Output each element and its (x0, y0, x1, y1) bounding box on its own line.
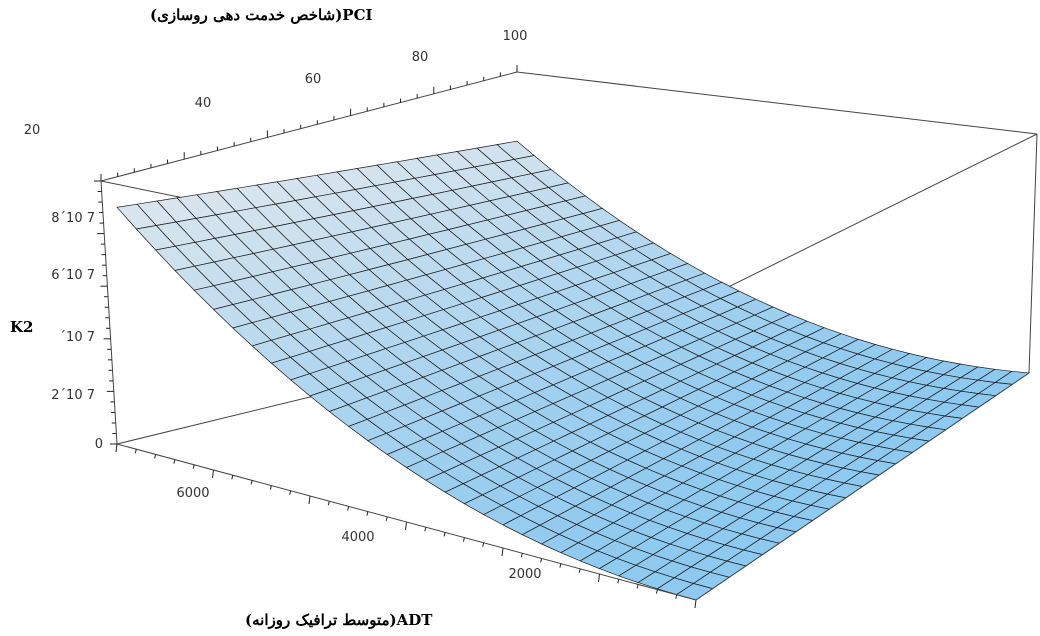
x-tick-mark (250, 480, 253, 485)
x-tick-mark (173, 459, 176, 464)
x-tick-label: 4000 (341, 530, 374, 545)
x-tick-mark (154, 454, 157, 459)
x-tick-mark (115, 443, 118, 453)
z-tick-labels: 0 2´10 7 ´10 7 6´10 7 8´10 7 (51, 211, 103, 452)
x-tick-mark (269, 485, 272, 490)
box-edge (1028, 133, 1038, 374)
x-tick-mark (134, 449, 137, 454)
y-tick-label: 80 (412, 50, 429, 65)
y-tick-label: 40 (195, 96, 212, 111)
surface-mesh (116, 140, 1030, 601)
box-edge (100, 71, 518, 182)
x-tick-mark (289, 490, 292, 495)
x-tick-mark (366, 511, 369, 516)
x-tick-mark (520, 553, 523, 558)
x-tick-mark (578, 568, 581, 573)
x-tick-mark (636, 584, 639, 589)
x-tick-mark (598, 573, 600, 583)
x-tick-mark (424, 527, 427, 532)
y-tick-labels: 20 40 60 80 100 (24, 29, 528, 138)
z-tick-label: 6´10 7 (51, 268, 95, 283)
z-tick-label: 8´10 7 (51, 211, 95, 226)
x-tick-mark (540, 558, 543, 563)
x-tick-mark (482, 542, 485, 547)
x-tick-mark (443, 532, 446, 537)
x-tick-mark (462, 537, 465, 542)
box-edge (516, 71, 1038, 135)
x-tick-mark (231, 475, 234, 480)
x-tick-mark (655, 589, 658, 594)
y-tick-label: 100 (503, 29, 528, 44)
z-tick-label: 2´10 7 (51, 388, 95, 403)
z-tick-label: ´10 7 (60, 330, 95, 345)
x-axis-title: (متوسط ترافیک روزانه)ADT (245, 611, 433, 629)
x-tick-mark (694, 599, 697, 609)
x-tick-mark (405, 521, 407, 531)
x-tick-mark (501, 547, 504, 557)
z-tick-label: 0 (95, 437, 103, 452)
x-tick-labels: 2000 4000 6000 (176, 486, 541, 582)
z-axis-title: K2 (10, 318, 33, 336)
x-tick-mark (212, 469, 214, 479)
box-edge (100, 180, 118, 445)
x-tick-mark (559, 563, 562, 568)
x-tick-mark (675, 594, 678, 599)
x-tick-label: 6000 (176, 486, 209, 501)
x-tick-mark (308, 495, 311, 505)
x-tick-mark (192, 464, 195, 469)
y-axis-title: (شاخص خدمت دهی روسازی)PCI (150, 6, 373, 24)
x-tick-mark (385, 516, 388, 521)
x-tick-mark (617, 579, 620, 584)
x-tick-mark (327, 501, 330, 506)
y-tick-label: 20 (24, 123, 41, 138)
box-edge (695, 133, 1038, 304)
box-edge (695, 372, 1030, 601)
x-tick-label: 2000 (508, 567, 541, 582)
y-tick-label: 60 (305, 72, 322, 87)
x-tick-mark (347, 506, 350, 511)
axis-ticks (94, 65, 697, 609)
